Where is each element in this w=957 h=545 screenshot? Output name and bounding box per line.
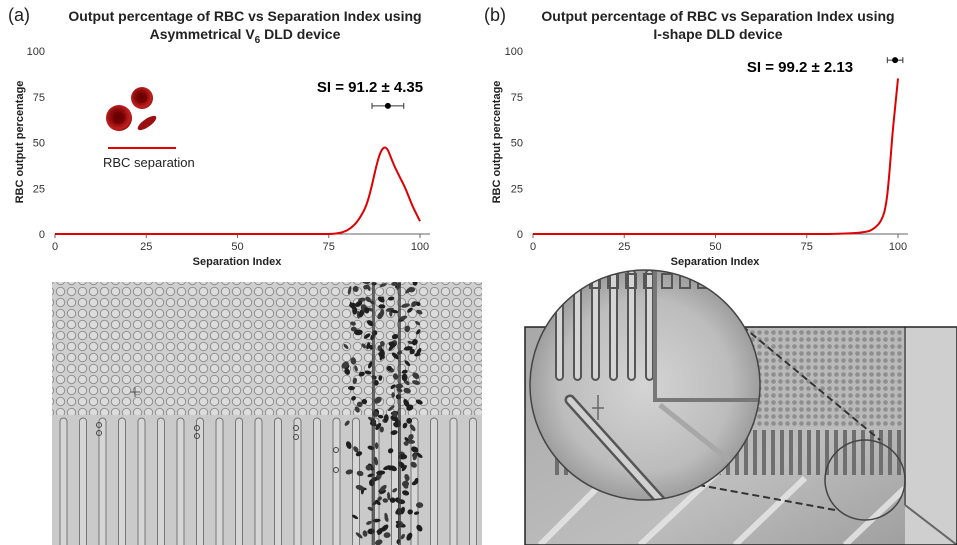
chart-a-title-subscript: 6 (255, 35, 261, 46)
chart-b-xlabel: Separation Index (671, 256, 761, 268)
y-tick-label: 50 (511, 138, 523, 150)
panel-a-label: (a) (8, 5, 30, 25)
chart-b-si-annotation: SI = 99.2 ± 2.13 (747, 59, 853, 76)
panel-b-label: (b) (484, 5, 506, 25)
x-tick-label: 75 (323, 241, 335, 253)
i-shape-dld-micrograph-with-zoom (524, 269, 957, 545)
chart-a-series-line (55, 146, 421, 236)
y-tick-label: 50 (33, 138, 45, 150)
chart-b-ylabel: RBC output percentage (491, 81, 503, 204)
chart-a-title-prefix: Asymmetrical V (150, 26, 256, 42)
x-tick-label: 50 (709, 241, 721, 253)
dld-pillar-array-micrograph (52, 282, 482, 545)
chart-a-si-point (384, 102, 391, 109)
x-tick-label: 100 (889, 241, 907, 253)
chart-a: Output percentage of RBC vs Separation I… (14, 8, 430, 268)
y-tick-label: 75 (33, 92, 45, 104)
y-tick-label: 25 (33, 183, 45, 195)
chart-b: Output percentage of RBC vs Separation I… (491, 8, 908, 268)
chart-b-si-point (892, 57, 899, 64)
legend-label: RBC separation (103, 155, 195, 170)
x-tick-label: 25 (140, 241, 152, 253)
chart-a-title-line2: Asymmetrical V6 DLD device (150, 26, 341, 46)
y-tick-label: 100 (27, 46, 45, 58)
x-tick-label: 0 (530, 241, 536, 253)
crosshair-icon (130, 387, 140, 397)
chart-a-xlabel: Separation Index (193, 256, 283, 268)
magnifier-circle-icon (824, 439, 906, 521)
chart-b-ticks: 0 25 50 75 100 0 25 50 75 100 (505, 46, 908, 253)
y-tick-label: 25 (511, 183, 523, 195)
x-tick-label: 25 (618, 241, 630, 253)
red-blood-cells-icon (106, 87, 157, 131)
x-tick-label: 50 (231, 241, 243, 253)
x-tick-label: 0 (52, 241, 58, 253)
chart-a-title-line1: Output percentage of RBC vs Separation I… (68, 8, 421, 24)
chart-b-title-line1: Output percentage of RBC vs Separation I… (541, 8, 894, 24)
chart-a-si-annotation: SI = 91.2 ± 4.35 (317, 79, 423, 96)
y-tick-label: 75 (511, 92, 523, 104)
chart-b-title-line2: I-shape DLD device (653, 26, 782, 42)
x-tick-label: 100 (411, 241, 429, 253)
y-tick-label: 100 (505, 46, 523, 58)
chart-a-title-suffix: DLD device (260, 26, 340, 42)
chart-a-ticks: 0 25 50 75 100 0 25 50 75 100 (27, 46, 430, 253)
y-tick-label: 0 (39, 229, 45, 241)
x-tick-label: 75 (801, 241, 813, 253)
y-tick-label: 0 (517, 229, 523, 241)
chart-a-ylabel: RBC output percentage (14, 81, 26, 204)
chart-b-series-line (533, 78, 899, 236)
